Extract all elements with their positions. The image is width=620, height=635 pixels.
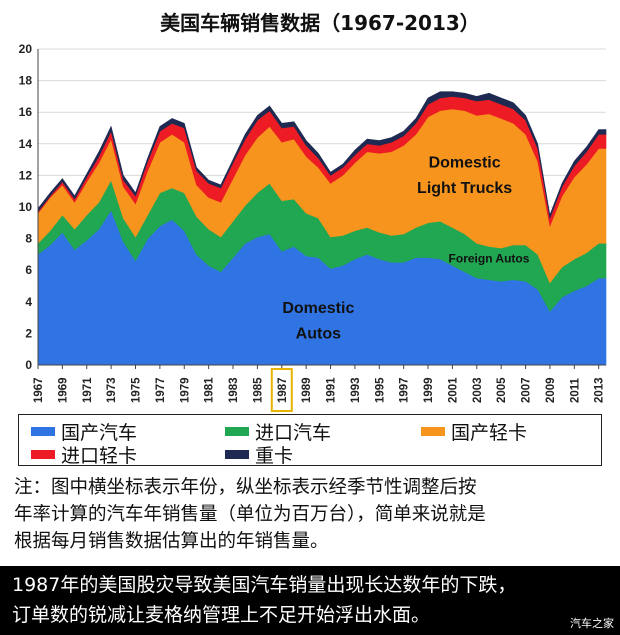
- caption-line: 订单数的锐减让麦格纳管理上不足开始浮出水面。: [12, 604, 431, 626]
- legend-item-domestic-autos: 国产汽车: [31, 418, 137, 445]
- y-tick-label: 10: [19, 200, 33, 214]
- annotation-line: Light Trucks: [417, 180, 512, 197]
- y-tick-label: 20: [19, 42, 33, 56]
- x-tick-label: 1991: [326, 377, 338, 403]
- x-tick-label: 1977: [155, 377, 167, 403]
- legend-item-heavy-trucks: 重卡: [225, 441, 293, 468]
- watermark: 汽车之家: [570, 617, 614, 630]
- annotations: Domestic Light Trucks Foreign Autos Domesti…: [282, 155, 529, 343]
- vehicle-sales-chart: 美国车辆销售数据（1967-2013） 0 2 4 6 8 10 12 14 16 18 20 19…: [19, 11, 607, 412]
- y-tick-label: 4: [25, 295, 32, 309]
- area-series-heavy-trucks: [37, 91, 607, 220]
- legend-item-foreign-autos: 进口汽车: [225, 418, 331, 445]
- chart-title: 美国车辆销售数据（1967-2013）: [160, 11, 480, 35]
- annotation-label: Domestic Autos: [282, 300, 354, 343]
- y-tick-label: 2: [25, 326, 32, 340]
- x-tick-label: 1995: [374, 377, 386, 403]
- y-tick-label: 0: [25, 358, 32, 372]
- y-tick-label: 8: [25, 232, 32, 246]
- chart-legend: 国产汽车 进口汽车 国产轻卡 进口轻卡 重卡: [18, 414, 602, 468]
- annotation-label: Domestic Light Trucks: [417, 155, 512, 198]
- note-line: 根据每月销售数据估算出的年销售量。: [14, 531, 329, 552]
- note-line: 年率计算的汽车年销售量（单位为百万台），简单来说就是: [14, 504, 486, 525]
- legend-label: 进口轻卡: [61, 445, 138, 467]
- legend-label: 国产汽车: [61, 422, 138, 444]
- x-tick-label: 2003: [472, 377, 484, 403]
- x-tick-label: 1981: [204, 377, 216, 403]
- annotation-line: Domestic: [429, 155, 501, 172]
- legend-item-domestic-light-trucks: 国产轻卡: [421, 418, 527, 445]
- legend-swatch: [421, 427, 445, 436]
- x-tick-label: 1973: [106, 377, 118, 403]
- caption-line: 1987年的美国股灾导致美国汽车销量出现长达数年的下跌，: [12, 574, 517, 596]
- legend-swatch: [225, 427, 249, 436]
- x-tick-label: 1979: [179, 377, 191, 403]
- y-tick-labels: 0 2 4 6 8 10 12 14 16 18 20: [19, 42, 33, 372]
- x-tick-label: 1997: [399, 377, 411, 403]
- legend-label: 重卡: [255, 445, 294, 467]
- legend-swatch: [31, 427, 55, 436]
- y-tick-label: 16: [19, 105, 33, 119]
- legend-swatch: [225, 450, 249, 459]
- x-tick-label: 1987: [277, 377, 289, 403]
- note-line: 注：图中横坐标表示年份，纵坐标表示经季节性调整后按: [14, 477, 477, 498]
- x-tick-label: 1969: [57, 377, 69, 403]
- x-tick-label: 2001: [447, 377, 459, 403]
- x-tick-label: 2013: [594, 377, 606, 403]
- x-tick-labels: 1967 1969 1971 1973 1975 1977 1979 1981 1983 1985…: [33, 368, 606, 412]
- annotation-line: Domestic: [282, 300, 354, 317]
- legend-swatch: [31, 450, 55, 459]
- y-tick-label: 14: [19, 137, 33, 151]
- x-tick-label: 2011: [569, 377, 581, 403]
- x-tick-label: 1971: [82, 377, 94, 403]
- axes: [37, 49, 606, 369]
- legend-item-foreign-light-trucks: 进口轻卡: [31, 441, 137, 468]
- x-tick-label: 1989: [301, 377, 313, 403]
- y-tick-label: 12: [19, 168, 33, 182]
- annotation-line: Foreign Autos: [449, 251, 530, 265]
- annotation-label: Foreign Autos: [449, 251, 530, 265]
- x-tick-label: 1993: [350, 377, 362, 403]
- caption-bar: 1987年的美国股灾导致美国汽车销量出现长达数年的下跌， 订单数的锐减让麦格纳管…: [0, 566, 620, 635]
- x-tick-label: 1983: [228, 377, 240, 403]
- x-tick-label: 1975: [131, 377, 143, 403]
- highlight-box-1987: [270, 368, 293, 412]
- x-tick-label: 1985: [252, 377, 264, 403]
- annotation-line: Autos: [296, 325, 341, 342]
- x-tick-label: 2005: [496, 377, 508, 403]
- x-tick-label: 2009: [545, 377, 557, 403]
- x-tick-label: 2007: [521, 377, 533, 403]
- chart-note: 注：图中横坐标表示年份，纵坐标表示经季节性调整后按 年率计算的汽车年销售量（单位…: [14, 474, 614, 555]
- stacked-areas: [37, 91, 607, 366]
- y-tick-label: 6: [25, 263, 32, 277]
- legend-label: 进口汽车: [255, 422, 332, 444]
- x-tick-label: 1967: [33, 377, 45, 403]
- legend-label: 国产轻卡: [451, 422, 528, 444]
- y-tick-label: 18: [19, 74, 33, 88]
- x-tick-label: 1999: [423, 377, 435, 403]
